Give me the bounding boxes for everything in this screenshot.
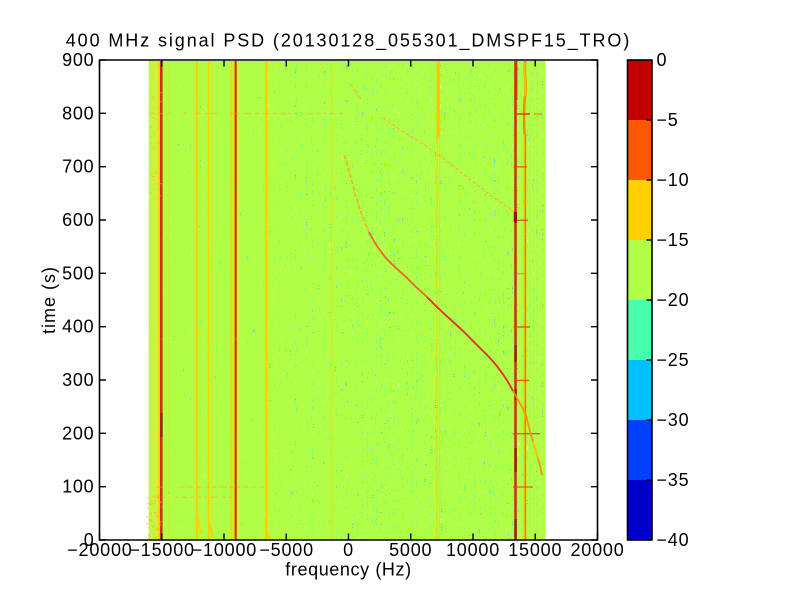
svg-text:5000: 5000 xyxy=(389,540,432,560)
svg-text:0: 0 xyxy=(657,50,668,70)
svg-text:−35: −35 xyxy=(657,470,690,490)
svg-text:−10: −10 xyxy=(657,170,690,190)
svg-text:0: 0 xyxy=(343,540,354,560)
svg-text:−20: −20 xyxy=(657,290,690,310)
svg-text:time (s): time (s) xyxy=(39,266,59,334)
svg-text:400 MHz signal PSD (20130128_0: 400 MHz signal PSD (20130128_055301_DMSP… xyxy=(66,31,631,52)
svg-text:−15: −15 xyxy=(657,230,690,250)
svg-text:−5: −5 xyxy=(657,110,679,130)
svg-text:800: 800 xyxy=(62,103,94,123)
svg-text:−20000: −20000 xyxy=(67,540,132,560)
svg-text:700: 700 xyxy=(62,157,94,177)
svg-text:−10000: −10000 xyxy=(192,540,257,560)
svg-text:100: 100 xyxy=(62,477,94,497)
svg-text:−15000: −15000 xyxy=(129,540,194,560)
svg-text:−25: −25 xyxy=(657,350,690,370)
svg-text:−5000: −5000 xyxy=(259,540,314,560)
svg-text:200: 200 xyxy=(62,423,94,443)
svg-text:20000: 20000 xyxy=(570,540,624,560)
svg-text:400: 400 xyxy=(62,317,94,337)
svg-text:900: 900 xyxy=(62,50,94,70)
svg-text:15000: 15000 xyxy=(508,540,562,560)
svg-text:0: 0 xyxy=(84,530,95,550)
svg-text:300: 300 xyxy=(62,370,94,390)
svg-text:−40: −40 xyxy=(657,530,690,550)
svg-text:−30: −30 xyxy=(657,410,690,430)
svg-text:10000: 10000 xyxy=(446,540,500,560)
svg-text:500: 500 xyxy=(62,263,94,283)
svg-text:600: 600 xyxy=(62,210,94,230)
svg-text:frequency (Hz): frequency (Hz) xyxy=(285,560,411,580)
